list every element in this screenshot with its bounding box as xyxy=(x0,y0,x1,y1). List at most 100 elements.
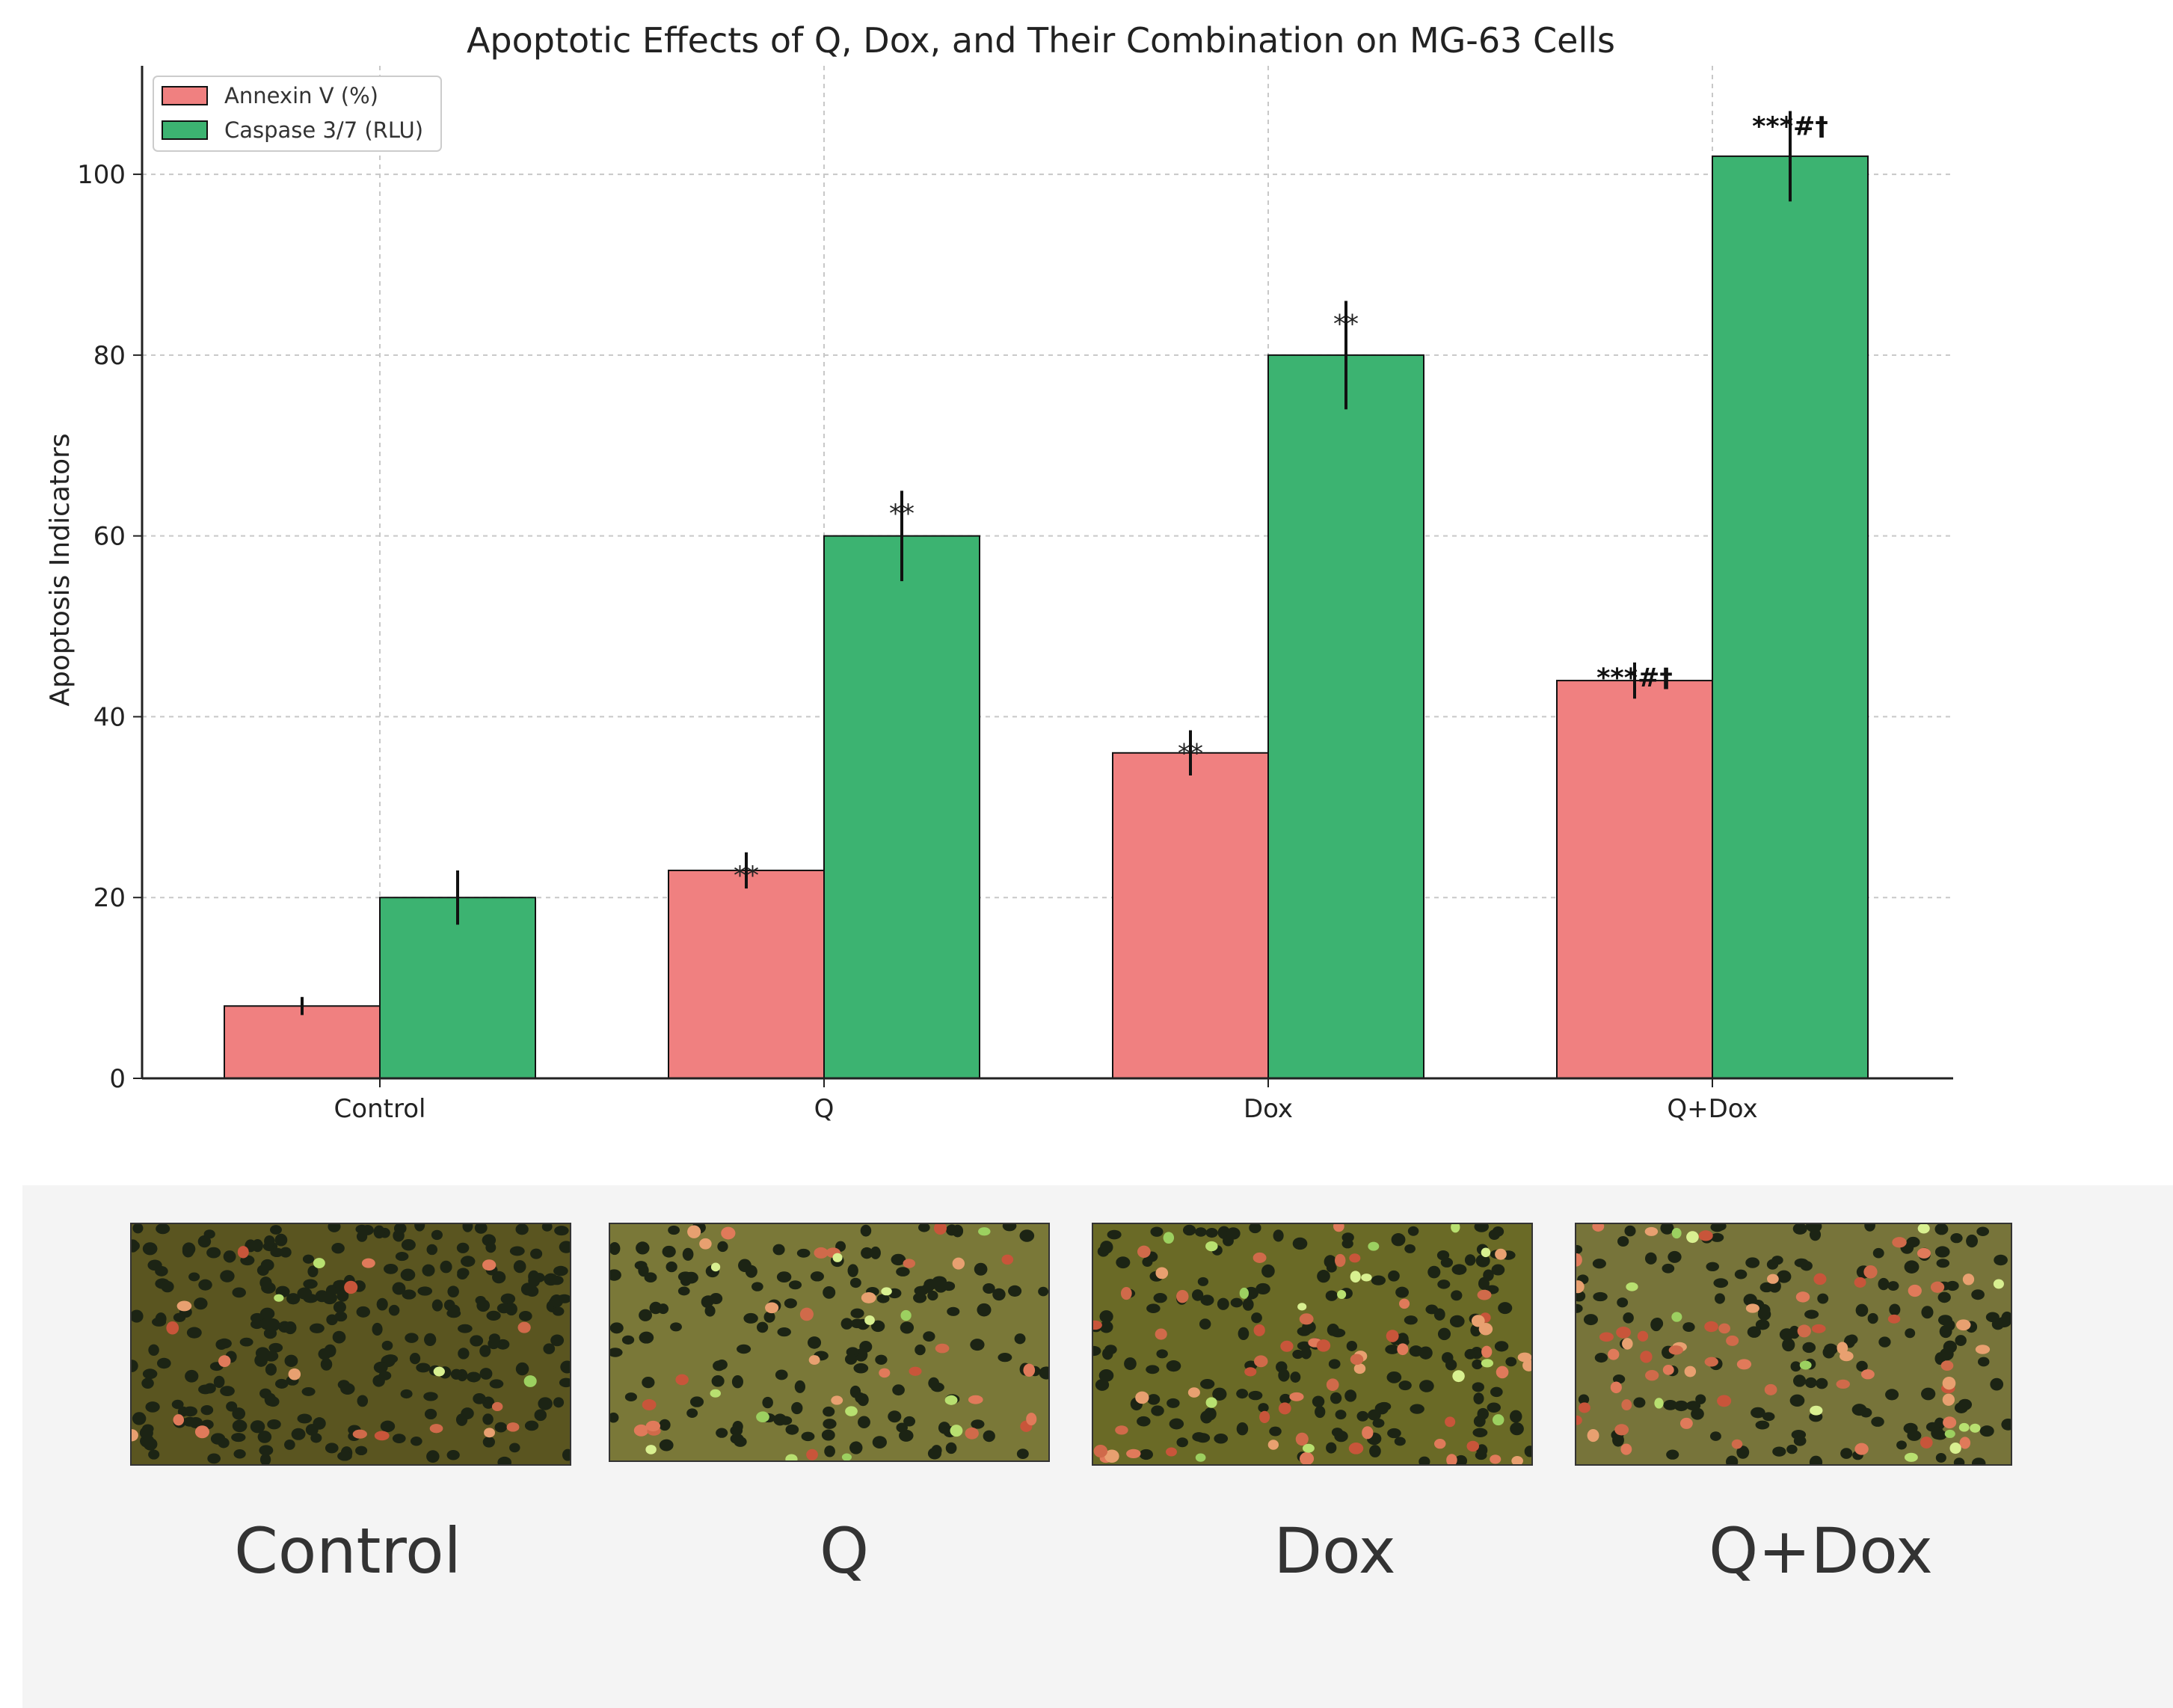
cell-red xyxy=(1348,1443,1364,1454)
cell-red xyxy=(831,1395,843,1405)
cell-dark xyxy=(1905,1328,1916,1339)
cell-dark xyxy=(1594,1353,1608,1363)
cell-dark xyxy=(1258,1403,1269,1413)
cell-dark xyxy=(1864,1224,1875,1232)
cell-dark xyxy=(1451,1290,1463,1301)
cell-dark xyxy=(1002,1224,1017,1232)
cell-dark xyxy=(1425,1304,1439,1315)
cell-red xyxy=(1093,1445,1108,1458)
cell-dark xyxy=(844,1354,858,1365)
cell-dark xyxy=(677,1271,693,1282)
cell-dark xyxy=(142,1242,158,1256)
cell-dark xyxy=(927,1447,941,1460)
cell-red xyxy=(1490,1454,1502,1464)
cell-dark xyxy=(182,1242,196,1256)
cell-red xyxy=(1599,1332,1614,1342)
cell-dark xyxy=(918,1224,930,1232)
cell-dark xyxy=(1437,1327,1451,1341)
cell-dark xyxy=(1623,1312,1634,1324)
cell-dark xyxy=(670,1322,682,1332)
cell-green xyxy=(1368,1241,1380,1251)
cell-dark xyxy=(1505,1357,1517,1367)
cell-dark xyxy=(1736,1446,1750,1459)
cell-dark xyxy=(1387,1428,1401,1439)
cell-dark xyxy=(485,1242,497,1253)
cell-dark xyxy=(1334,1431,1348,1443)
axes: 0 20 40 60 80 100 Control Q Dox Q+Dox xyxy=(77,66,1953,1124)
cell-dark xyxy=(337,1451,352,1461)
cell-dark xyxy=(1709,1431,1721,1441)
cell-dark xyxy=(141,1377,154,1389)
cell-dark xyxy=(1093,1345,1101,1357)
cell-dark xyxy=(383,1263,399,1274)
cell-red xyxy=(1578,1402,1590,1413)
cell-dark xyxy=(417,1286,433,1296)
cell-green xyxy=(1205,1397,1217,1408)
cell-red xyxy=(1135,1391,1149,1404)
cell-dark xyxy=(896,1422,908,1433)
cell-dark xyxy=(1278,1368,1290,1382)
cell-green xyxy=(1481,1359,1494,1368)
cell-dark xyxy=(1327,1324,1339,1336)
cell-dark xyxy=(773,1413,787,1426)
cell-dark xyxy=(903,1416,916,1427)
cell-dark xyxy=(1860,1407,1872,1418)
cell-red xyxy=(814,1247,829,1259)
cell-dark xyxy=(686,1408,698,1419)
cell-red xyxy=(1253,1324,1265,1336)
cell-dark xyxy=(426,1450,440,1463)
cell-dark xyxy=(756,1321,769,1333)
cell-dark xyxy=(860,1224,872,1237)
cell-dark xyxy=(1494,1341,1509,1352)
cell-dark xyxy=(1979,1425,1994,1437)
cell-red xyxy=(1645,1369,1659,1381)
cell-dark xyxy=(489,1379,504,1389)
cell-red xyxy=(1704,1357,1718,1367)
cell-dark xyxy=(182,1416,197,1427)
cell-dark xyxy=(1921,1306,1934,1319)
cell-dark xyxy=(1578,1394,1590,1405)
cell-dark xyxy=(1612,1374,1626,1384)
cell-dark xyxy=(1279,1393,1291,1404)
cell-dark xyxy=(1451,1315,1463,1325)
cell-green xyxy=(1205,1241,1218,1252)
cell-green xyxy=(1195,1453,1206,1462)
cell-dark xyxy=(621,1335,635,1345)
cell-red xyxy=(1137,1245,1151,1259)
cell-red xyxy=(491,1401,503,1411)
legend-box xyxy=(153,76,442,152)
cell-dark xyxy=(1755,1420,1770,1430)
cell-dark xyxy=(775,1369,788,1380)
cell-dark xyxy=(659,1419,671,1431)
cell-dark xyxy=(440,1260,452,1274)
cell-dark xyxy=(1124,1357,1137,1371)
cell-red xyxy=(506,1422,520,1432)
cell-dark xyxy=(1356,1410,1369,1422)
cell-dark xyxy=(559,1377,570,1388)
cell-dark xyxy=(1192,1432,1206,1442)
cell-red xyxy=(1614,1424,1629,1436)
cell-dark xyxy=(1772,1446,1786,1457)
cell-dark xyxy=(657,1303,669,1315)
cell-dark xyxy=(1146,1365,1160,1374)
cell-dark xyxy=(1341,1232,1354,1243)
cell-red xyxy=(1717,1395,1732,1407)
cell-red xyxy=(1496,1366,1509,1379)
cell-red xyxy=(765,1302,779,1314)
cell-dark xyxy=(1451,1264,1467,1275)
cell-green xyxy=(1239,1287,1249,1299)
cell-red xyxy=(1940,1360,1954,1371)
cell-dark xyxy=(456,1242,470,1253)
cell-dark xyxy=(541,1224,553,1232)
cell-dark xyxy=(515,1362,529,1376)
cell-red xyxy=(1704,1321,1718,1333)
cell-dark xyxy=(1804,1309,1819,1319)
cell-dark xyxy=(823,1419,837,1429)
cell-red xyxy=(806,1449,818,1460)
cell-dark xyxy=(388,1304,400,1316)
cell-dark xyxy=(1668,1250,1682,1263)
cell-dark xyxy=(891,1253,906,1266)
cell-dark xyxy=(634,1261,648,1271)
bar-annexin-0 xyxy=(224,1005,381,1080)
cell-dark xyxy=(410,1437,422,1446)
